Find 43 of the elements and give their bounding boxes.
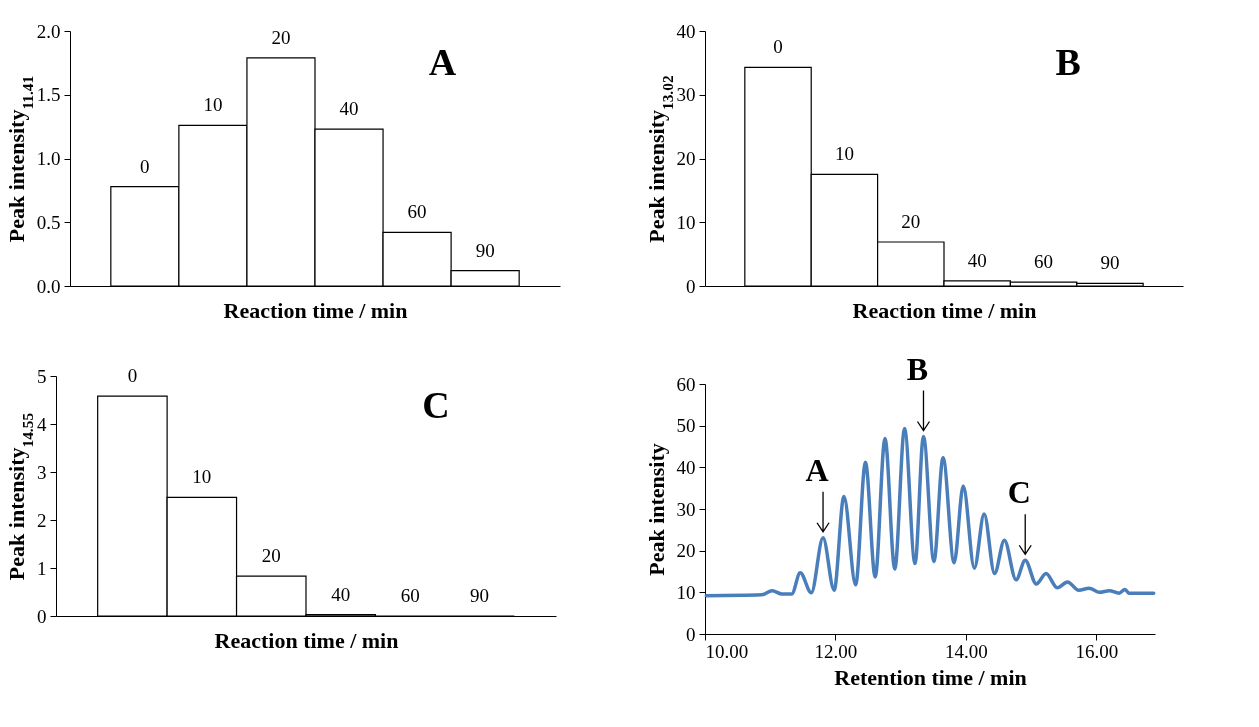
line-series — [704, 426, 1156, 598]
annotation: C — [1007, 474, 1031, 511]
y-tick-label: 0 — [686, 623, 696, 645]
x-tick-label: 10.00 — [705, 640, 749, 662]
y-tick-label: 1.5 — [36, 84, 61, 106]
x-axis-title: Reaction time / min — [223, 297, 408, 323]
y-tick-label: 60 — [676, 373, 696, 395]
x-tick-label: 90 — [1100, 252, 1120, 274]
x-tick-label: 16.00 — [1075, 640, 1119, 662]
y-tick-label: 0 — [686, 275, 696, 297]
y-tick-label: 20 — [676, 540, 696, 562]
x-tick-label: 60 — [400, 585, 420, 606]
x-tick-label: 40 — [331, 583, 351, 605]
y-tick-label: 30 — [676, 498, 696, 520]
y-tick-label: 2 — [37, 509, 47, 531]
y-axis-title: Peak intensity — [643, 443, 669, 576]
x-axis-title: Reaction time / min — [852, 297, 1037, 323]
y-tick-label: 3 — [37, 461, 47, 483]
annotation: B — [1055, 41, 1081, 84]
y-tick-label: 30 — [676, 84, 696, 106]
x-tick-label: 12.00 — [814, 640, 858, 662]
annotation: C — [422, 384, 450, 427]
y-tick-label: 5 — [37, 365, 47, 387]
y-tick-label: 2.0 — [36, 20, 61, 42]
x-tick-label: 90 — [475, 239, 495, 261]
y-tick-label: 0.0 — [36, 275, 61, 297]
x-tick-label: 40 — [967, 249, 987, 271]
annotation: A — [428, 41, 457, 84]
y-tick-label: 40 — [676, 456, 696, 478]
y-tick-label: 50 — [676, 415, 696, 437]
annotation: A — [805, 451, 829, 488]
y-tick-label: 0 — [37, 605, 47, 627]
y-tick-label: 0.5 — [36, 211, 61, 233]
x-axis-title: Reaction time / min — [214, 627, 399, 653]
x-tick-label: 60 — [1034, 251, 1054, 273]
y-tick-label: 1.0 — [36, 148, 61, 169]
y-tick-label: 40 — [676, 20, 696, 42]
x-tick-label: 90 — [470, 585, 490, 606]
y-tick-label: 4 — [37, 413, 47, 435]
x-axis-title: Retention time / min — [834, 664, 1027, 690]
x-tick-label: 14.00 — [944, 640, 988, 662]
annotation: B — [906, 350, 929, 387]
y-tick-label: 1 — [37, 557, 47, 579]
